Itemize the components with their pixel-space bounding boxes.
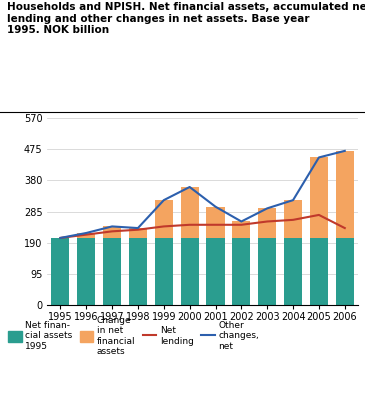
Bar: [207, 207, 224, 238]
Bar: [310, 238, 328, 305]
Bar: [181, 238, 199, 305]
Bar: [336, 238, 354, 305]
Bar: [129, 228, 147, 238]
Bar: [77, 233, 95, 238]
Bar: [258, 208, 276, 238]
Bar: [129, 238, 147, 305]
Bar: [232, 238, 250, 305]
Bar: [181, 187, 199, 238]
Bar: [103, 226, 121, 238]
Legend: Net finan-
cial assets
1995, Change
in net
financial
assets, Net
lending, Other
: Net finan- cial assets 1995, Change in n…: [8, 316, 259, 356]
Bar: [232, 221, 250, 238]
Bar: [207, 238, 224, 305]
Bar: [77, 238, 95, 305]
Bar: [310, 158, 328, 238]
Bar: [155, 238, 173, 305]
Bar: [284, 200, 302, 238]
Bar: [103, 238, 121, 305]
Bar: [284, 238, 302, 305]
Bar: [336, 151, 354, 238]
Text: Households and NPISH. Net financial assets, accumulated net
lending and other ch: Households and NPISH. Net financial asse…: [7, 2, 365, 35]
Bar: [51, 238, 69, 305]
Bar: [258, 238, 276, 305]
Bar: [155, 200, 173, 238]
